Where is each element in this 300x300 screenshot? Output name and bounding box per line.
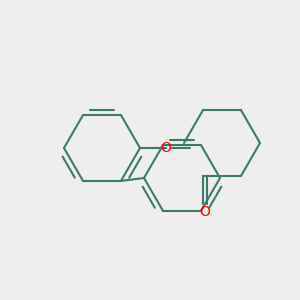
- Text: O: O: [200, 205, 210, 219]
- Text: O: O: [160, 141, 171, 155]
